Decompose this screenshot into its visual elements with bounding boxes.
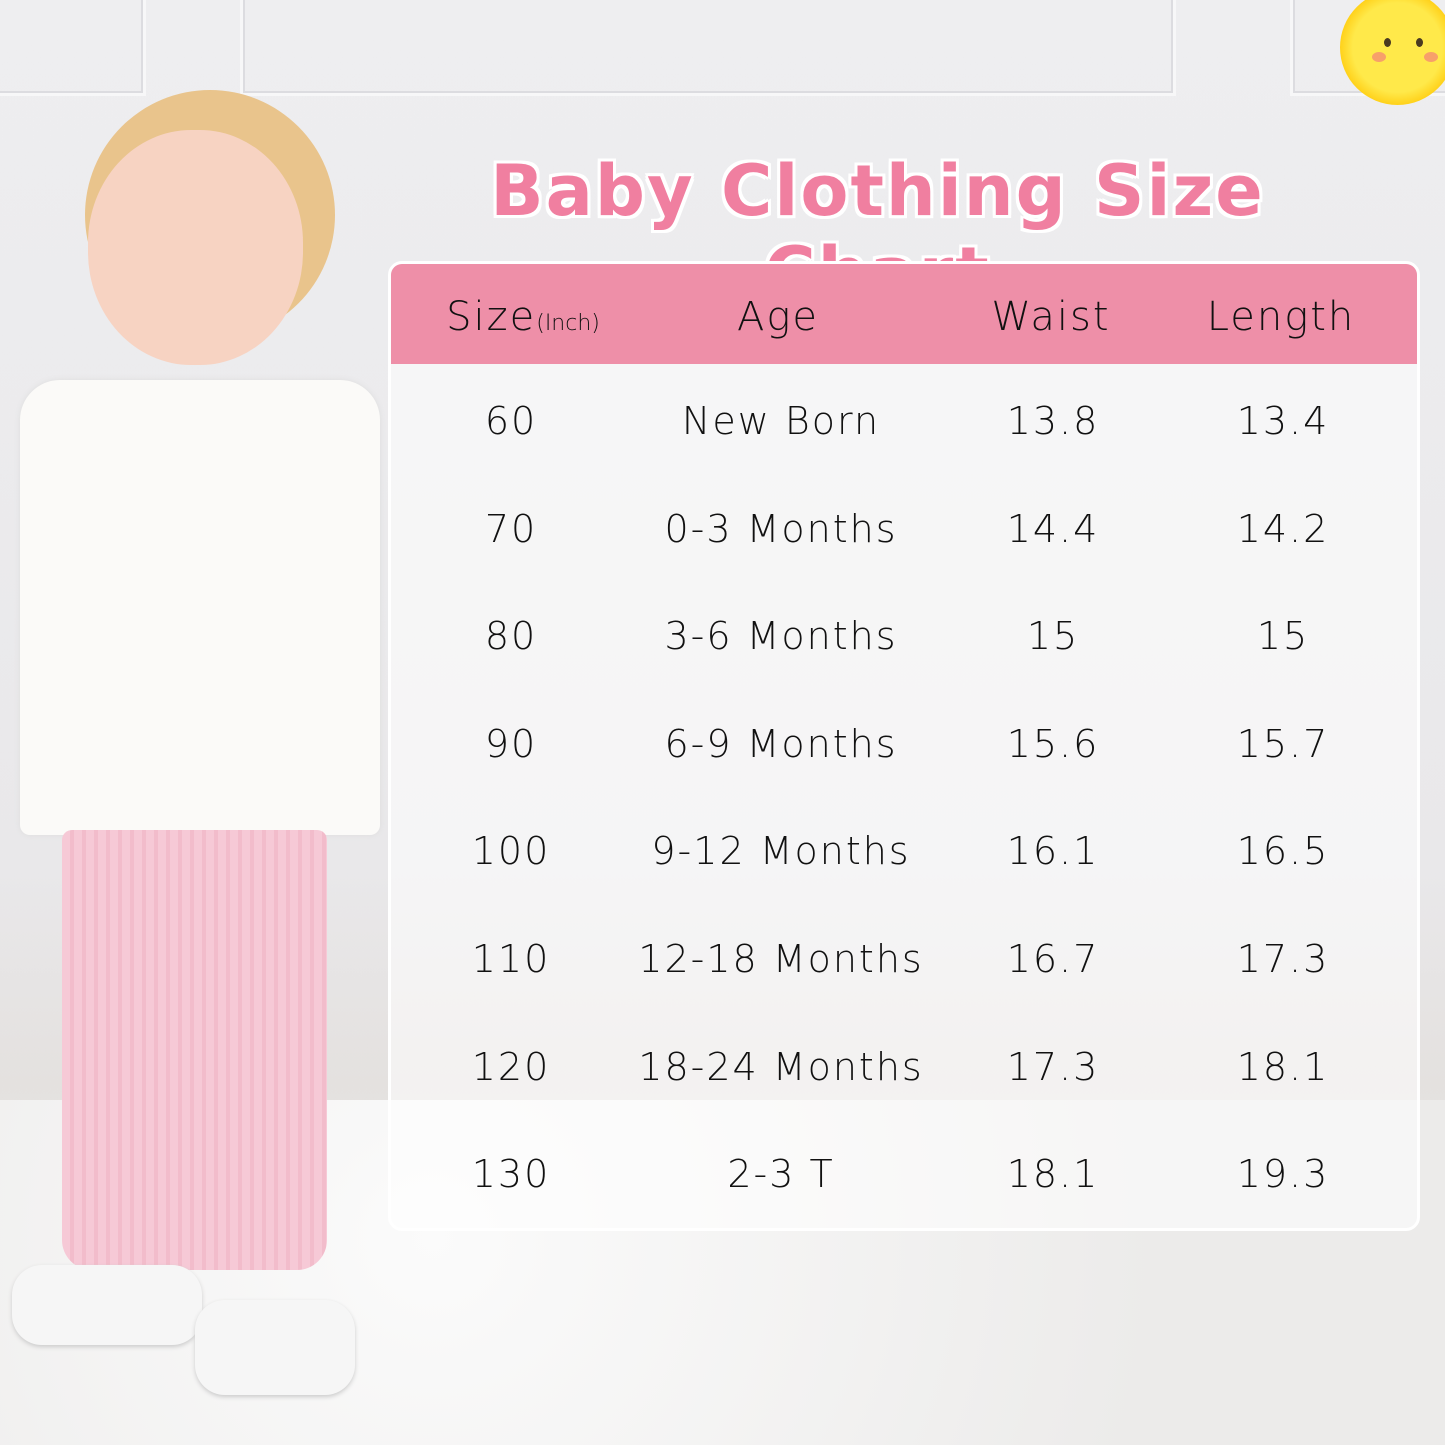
cell-waist: 17.3 [1006,1044,1100,1089]
header-size: Size(Inch) [446,294,600,340]
cell-size: 120 [471,1044,551,1089]
cell-length: 13.4 [1236,399,1330,443]
header-waist: Waist [991,294,1111,340]
cell-length: 15.7 [1236,721,1330,766]
sun-cheek [1372,52,1386,62]
cell-size: 90 [484,721,538,766]
cell-waist: 15.6 [1006,721,1100,766]
cell-length: 16.5 [1236,829,1330,874]
header-length: Length [1206,294,1356,340]
baby-face [88,130,303,365]
cell-waist: 14.4 [1006,506,1100,551]
baby-shirt [20,380,380,835]
table-header: Size(Inch) Age Waist Length [391,264,1417,364]
cell-age: New Born [681,399,881,443]
cell-age: 2-3 T [727,1152,835,1197]
cell-waist: 16.1 [1006,829,1100,874]
cell-age: 6-9 Months [664,721,898,766]
cell-age: 3-6 Months [664,614,898,659]
baby-shoe [195,1300,355,1395]
wall-panel [240,0,1176,96]
cell-length: 19.3 [1236,1152,1330,1197]
cell-length: 18.1 [1236,1044,1330,1089]
sun-eye [1384,38,1391,47]
baby-shoe [12,1265,202,1345]
cell-length: 14.2 [1236,506,1330,551]
cell-age: 18-24 Months [638,1044,924,1089]
cell-size: 130 [471,1152,551,1197]
cell-waist: 16.7 [1006,937,1100,981]
sun-cheek [1424,52,1438,62]
cell-size: 80 [484,614,538,659]
cell-length: 15 [1256,614,1310,659]
header-size-label: Size [446,294,537,340]
cell-age: 0-3 Months [664,506,898,551]
baby-pants [62,830,327,1270]
sun-icon [1340,0,1445,105]
wall-panel [0,0,146,96]
cell-size: 110 [471,937,551,981]
header-size-unit: (Inch) [536,311,600,336]
cell-length: 17.3 [1236,937,1330,981]
cell-age: 9-12 Months [651,829,911,874]
cell-waist: 13.8 [1006,399,1100,443]
cell-size: 100 [471,829,551,874]
sun-eye [1416,38,1423,47]
cell-waist: 18.1 [1006,1152,1100,1197]
cell-size: 70 [484,506,538,551]
cell-waist: 15 [1026,614,1080,659]
size-table: Size(Inch) Age Waist Length 60 New Born 13… [388,261,1420,1231]
header-age: Age [737,294,819,340]
cell-age: 12-18 Months [638,937,924,981]
cell-size: 60 [484,399,538,443]
